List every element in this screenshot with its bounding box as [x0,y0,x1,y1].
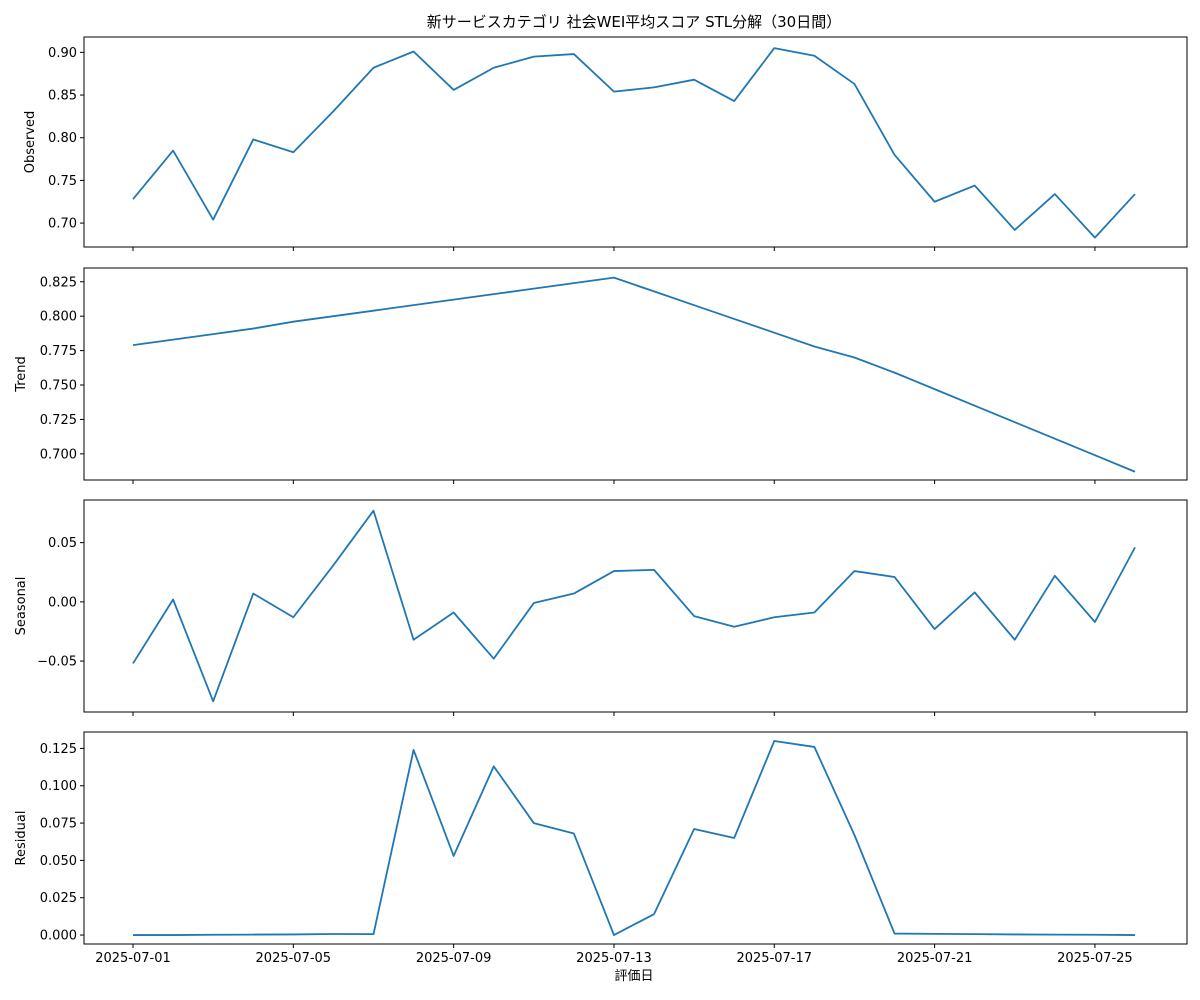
observed-y-tick-label: 0.85 [48,89,77,104]
trend-y-axis-title: Trend [14,356,29,393]
trend-y-tick-label: 0.700 [40,447,77,462]
x-tick-label: 2025-07-01 [95,951,171,966]
panel-trend: 0.700 0.725 0.750 0.775 0.800 0.825 Trend [14,267,1188,484]
observed-y-axis-title: Observed [23,111,38,174]
seasonal-y-tick-label: 0.05 [48,536,77,551]
x-tick-label: 2025-07-25 [1057,951,1133,966]
chart-title: 新サービスカテゴリ 社会WEI平均スコア STL分解（30日間） [427,13,841,31]
residual-y-tick-label: 0.000 [40,929,77,944]
trend-y-tick-label: 0.725 [40,413,77,428]
residual-axes-frame [83,731,1188,945]
x-axis-title: 評価日 [614,969,653,984]
trend-y-tick-label: 0.750 [40,379,77,394]
observed-series-line [132,47,1136,239]
observed-y-tick-label: 0.90 [48,46,77,61]
seasonal-axes-frame [83,499,1188,713]
trend-axes-frame [83,267,1188,481]
panel-observed: 0.70 0.75 0.80 0.85 0.90 Observed [23,36,1188,251]
trend-series-line [132,276,1136,473]
x-tick-label: 2025-07-21 [897,951,973,966]
residual-y-tick-label: 0.025 [40,891,77,906]
trend-y-tick-label: 0.775 [40,344,77,359]
observed-y-tick-label: 0.70 [48,217,77,232]
residual-y-tick-label: 0.050 [40,854,77,869]
x-tick-label: 2025-07-13 [576,951,652,966]
residual-y-tick-label: 0.075 [40,817,77,832]
seasonal-y-axis-title: Seasonal [14,577,29,636]
panel-residual: 0.000 0.025 0.050 0.075 0.100 0.125 Residual [14,731,1188,948]
residual-y-tick-label: 0.125 [40,742,77,757]
residual-y-axis-title: Residual [14,811,29,866]
x-tick-label: 2025-07-17 [736,951,812,966]
x-tick-label: 2025-07-05 [256,951,332,966]
seasonal-series-line [132,509,1136,703]
panels-group: 0.700.750.800.850.90Observed0.7000.7250.… [14,36,1188,966]
seasonal-y-tick-label: 0.00 [48,595,77,610]
panel-seasonal: −0.05 0.00 0.05 Seasonal [14,499,1188,716]
residual-y-tick-label: 0.100 [40,779,77,794]
observed-y-tick-label: 0.75 [48,174,77,189]
trend-y-tick-label: 0.825 [40,275,77,290]
seasonal-y-tick-label: −0.05 [37,655,77,670]
residual-series-line [133,740,1136,936]
trend-y-tick-label: 0.800 [40,310,77,325]
observed-y-tick-label: 0.80 [48,131,77,146]
x-tick-label: 2025-07-09 [416,951,492,966]
observed-axes-frame [83,36,1188,248]
